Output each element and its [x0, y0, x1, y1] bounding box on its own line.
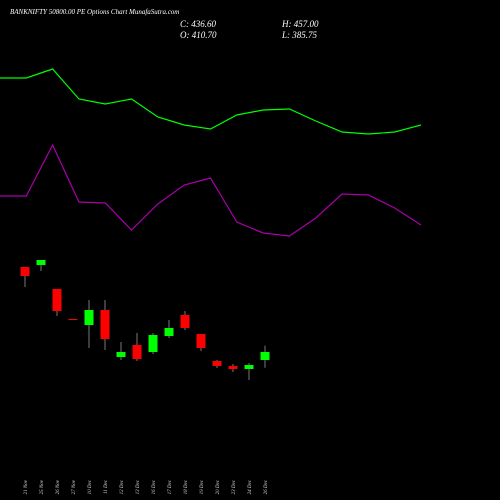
- x-tick-label: 25 Nov: [40, 479, 45, 494]
- candle-body: [36, 259, 46, 265]
- x-tick-label: 18 Dec: [184, 479, 189, 494]
- candle-body: [148, 334, 158, 353]
- x-tick-label: 11 Dec: [104, 479, 109, 494]
- close-label: C: 436.60: [180, 19, 217, 29]
- candle-body: [20, 267, 30, 277]
- x-tick-label: 20 Dec: [216, 479, 221, 494]
- x-tick-label: 12 Dec: [120, 479, 125, 494]
- x-tick-label: 27 Nov: [72, 479, 77, 494]
- low-label: L: 385.75: [281, 30, 318, 40]
- high-label: H: 457.00: [281, 19, 319, 29]
- candle-body: [212, 361, 222, 367]
- open-label: O: 410.70: [180, 30, 217, 40]
- x-tick-label: 10 Dec: [88, 479, 93, 494]
- x-tick-label: 26 Dec: [264, 479, 269, 494]
- candle-body: [68, 319, 78, 321]
- candle-body: [260, 352, 270, 360]
- candle-body: [84, 309, 94, 325]
- candle-body: [100, 309, 110, 340]
- indicator-line: [0, 143, 422, 237]
- chart-title: BANKNIFTY 50800.00 PE Options Chart Muna…: [10, 8, 179, 16]
- indicator-line: [0, 68, 422, 135]
- x-tick-label: 26 Nov: [56, 479, 61, 494]
- candle-body: [164, 327, 174, 337]
- candle-body: [228, 366, 238, 370]
- x-tick-label: 19 Dec: [200, 479, 205, 494]
- x-tick-label: 21 Nov: [24, 479, 29, 494]
- candle-body: [196, 334, 206, 348]
- x-tick-label: 17 Dec: [168, 479, 173, 494]
- x-tick-label: 16 Dec: [152, 479, 157, 494]
- x-tick-label: 13 Dec: [136, 479, 141, 494]
- candle-body: [52, 289, 62, 312]
- candle-body: [116, 352, 126, 358]
- candle-body: [132, 344, 142, 360]
- x-tick-label: 24 Dec: [248, 479, 253, 494]
- candle-body: [244, 364, 254, 370]
- candle-body: [180, 314, 190, 328]
- x-tick-label: 23 Dec: [232, 479, 237, 494]
